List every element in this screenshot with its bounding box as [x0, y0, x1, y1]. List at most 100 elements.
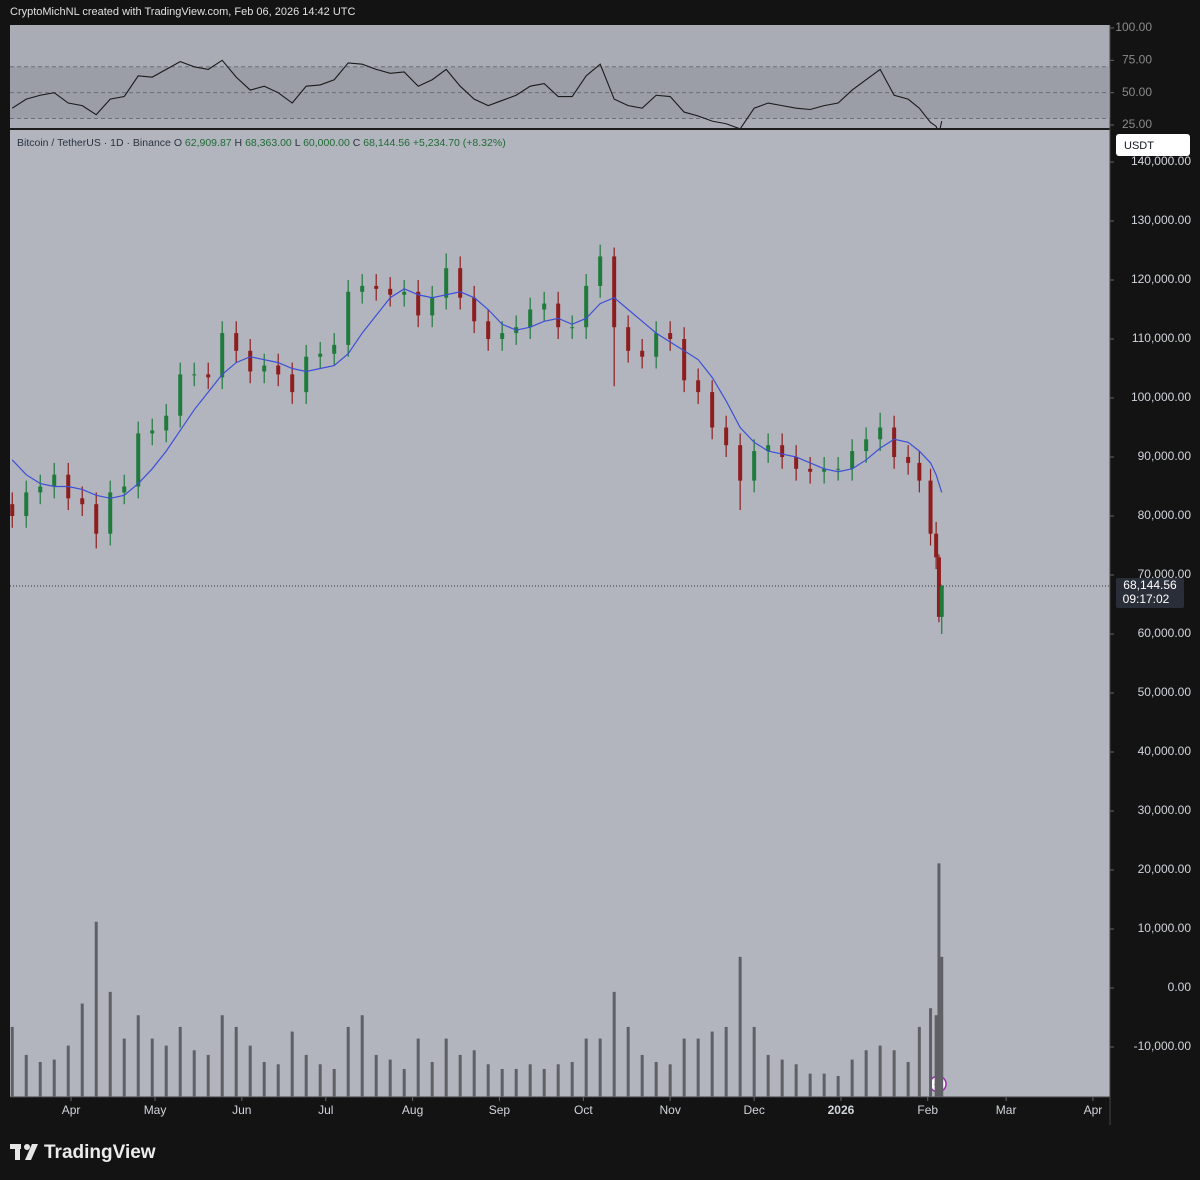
candle-body — [346, 291, 351, 345]
candle-body — [864, 439, 869, 452]
volume-bar — [724, 1026, 728, 1097]
moving-average — [11, 288, 943, 499]
candle-body — [612, 256, 617, 328]
volume-bar — [388, 1059, 392, 1097]
candle-body — [94, 504, 99, 534]
y-tick-label: 60,000.00 — [1138, 626, 1192, 640]
y-tick-label: 80,000.00 — [1138, 508, 1192, 522]
candle-body — [472, 297, 477, 322]
rsi-tick-label: 75.00 — [1122, 52, 1152, 66]
volume-bar — [570, 1061, 574, 1097]
volume-bar — [220, 1015, 224, 1097]
candle-body — [724, 427, 729, 446]
candle-body — [192, 374, 197, 376]
y-tick-label: 10,000.00 — [1138, 921, 1192, 935]
volume-bar — [696, 1038, 700, 1097]
volume-bar — [542, 1068, 546, 1097]
candle-body — [150, 430, 155, 434]
candle-body — [682, 339, 687, 381]
x-tick-label: Nov — [659, 1103, 680, 1117]
volume-bar — [94, 921, 98, 1097]
candle-body — [906, 457, 911, 463]
volume-bar — [486, 1064, 490, 1097]
volume-bar — [710, 1031, 714, 1097]
candle-body — [136, 433, 141, 487]
ohlc-key: C — [353, 137, 361, 149]
candle-body — [52, 474, 57, 487]
volume-bar — [262, 1061, 266, 1097]
candle-body — [332, 344, 337, 354]
candle-body — [752, 451, 757, 481]
candle-body — [780, 445, 785, 458]
candle-body — [360, 285, 365, 292]
candle-body — [402, 291, 407, 295]
ohlc-value: 60,000.00 — [303, 137, 350, 149]
volume-bar — [752, 1026, 756, 1097]
y-tick-label: 70,000.00 — [1138, 567, 1192, 581]
ohlc-key: O — [174, 137, 182, 149]
currency[interactable]: USDT — [1124, 140, 1154, 152]
volume-bar — [290, 1031, 294, 1097]
candle-body — [220, 333, 225, 378]
candle-body — [892, 427, 897, 458]
x-tick-label: Oct — [574, 1103, 593, 1117]
volume-bar — [304, 1054, 308, 1097]
volume-bar — [836, 1075, 840, 1097]
volume-bar — [940, 956, 944, 1097]
volume-bar — [206, 1054, 210, 1097]
candle-body — [206, 374, 211, 378]
candle-body — [318, 353, 323, 357]
volume-bar — [346, 1026, 350, 1097]
volume-bar — [430, 1061, 434, 1097]
countdown: 09:17:02 — [1123, 592, 1170, 606]
volume-bar — [794, 1064, 798, 1097]
volume-bar — [850, 1059, 854, 1097]
volume-bar — [10, 1026, 14, 1097]
logo — [10, 1144, 38, 1160]
y-tick-label: 20,000.00 — [1138, 862, 1192, 876]
candle-body — [38, 486, 43, 493]
volume-bar — [668, 1064, 672, 1097]
candle-body — [528, 309, 533, 328]
volume-bar — [640, 1054, 644, 1097]
legend: Bitcoin / TetherUS · 1D · Binance O 62,9… — [17, 137, 506, 149]
ohlc-key: H — [235, 137, 243, 149]
candle-body — [388, 288, 393, 295]
volume-bar — [892, 1050, 896, 1097]
volume-bar — [416, 1038, 420, 1097]
x-tick-label: Dec — [743, 1103, 764, 1117]
volume-bar — [444, 1038, 448, 1097]
volume-bar — [136, 1015, 140, 1097]
volume-bar — [332, 1068, 336, 1097]
volume-bar — [80, 1003, 84, 1097]
candle-body — [542, 303, 547, 310]
brand: TradingView — [44, 1142, 156, 1163]
x-tick-label: Sep — [489, 1103, 511, 1117]
ohlc-value: 62,909.87 — [185, 137, 232, 149]
volume-bar — [66, 1045, 70, 1097]
candle-body — [928, 480, 933, 534]
x-tick-label: Apr — [1084, 1103, 1103, 1117]
volume-bar — [780, 1059, 784, 1097]
candle-body — [640, 350, 645, 357]
rsi-tick-label: 100.00 — [1115, 20, 1152, 34]
candle-body — [710, 392, 715, 428]
x-tick-label: 2026 — [828, 1103, 855, 1117]
y-tick-label: 110,000.00 — [1132, 331, 1191, 345]
candle-body — [668, 333, 673, 340]
volume-bar — [682, 1038, 686, 1097]
y-tick-label: 50,000.00 — [1138, 685, 1192, 699]
x-tick-label: Jul — [318, 1103, 333, 1117]
candle-body — [850, 451, 855, 469]
volume-bar — [458, 1054, 462, 1097]
candle-body — [836, 468, 841, 470]
candle-body — [108, 492, 113, 534]
x-tick-label: Feb — [917, 1103, 938, 1117]
volume-bar — [598, 1038, 602, 1097]
candle-body — [556, 303, 561, 328]
volume-bar — [122, 1038, 126, 1097]
currency-box[interactable] — [1116, 134, 1190, 156]
candle-body — [654, 333, 659, 357]
candle-body — [936, 557, 941, 617]
